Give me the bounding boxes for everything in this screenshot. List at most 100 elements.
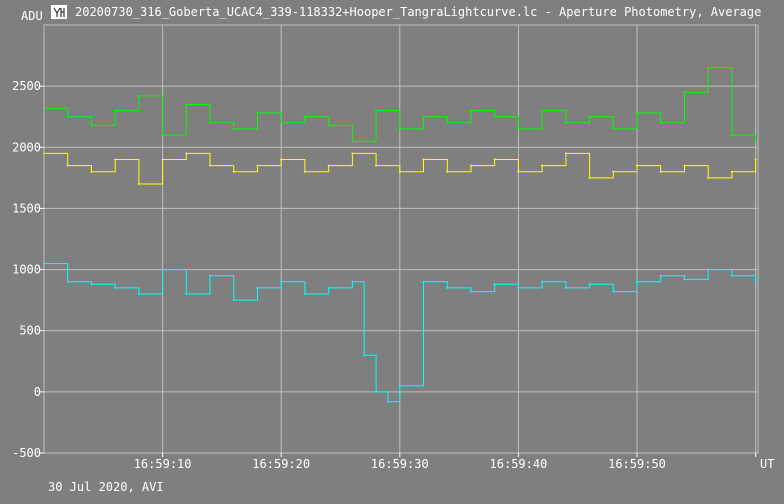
series-3-point bbox=[209, 274, 211, 277]
series-3-point bbox=[683, 278, 686, 281]
series-3-point bbox=[66, 280, 69, 283]
x-axis-label: UT bbox=[760, 457, 774, 471]
series-1-point bbox=[707, 66, 710, 69]
series-3-point bbox=[351, 280, 354, 283]
series-1-point bbox=[683, 91, 686, 94]
series-2-point bbox=[446, 170, 449, 173]
date-label: 30 Jul 2020, AVI bbox=[48, 480, 164, 494]
series-2-point bbox=[161, 158, 164, 161]
series-3-point bbox=[517, 286, 520, 289]
series-3-point bbox=[493, 283, 496, 286]
series-2-point bbox=[541, 164, 544, 167]
series-1-point bbox=[351, 140, 354, 143]
series-3-point bbox=[327, 286, 330, 289]
y-tick-label: 1500 bbox=[12, 201, 41, 215]
series-3-point bbox=[256, 286, 259, 289]
series-3-point bbox=[636, 280, 638, 283]
series-1-point bbox=[588, 115, 591, 118]
series-3-point bbox=[90, 283, 93, 286]
series-3-point bbox=[398, 384, 401, 387]
series-2-point bbox=[422, 158, 425, 161]
series-1-point bbox=[493, 115, 496, 118]
series-2-point bbox=[66, 164, 69, 167]
x-axis-ticks: 16:59:10 16:59:20 16:59:30 16:59:40 16:59:50 bbox=[134, 453, 757, 471]
window-title: 20200730_316_Goberta_UCAC4_339-118332+Ho… bbox=[75, 5, 761, 19]
series-1-point bbox=[90, 124, 93, 127]
series-3-point bbox=[375, 390, 378, 393]
series-1-point bbox=[209, 121, 211, 124]
series-1-point bbox=[137, 94, 140, 97]
series-3-point bbox=[114, 286, 117, 289]
series-1-point bbox=[422, 115, 425, 118]
series-2-point bbox=[470, 164, 472, 167]
x-tick-label: 16:59:30 bbox=[371, 457, 429, 471]
series-2-point bbox=[564, 152, 567, 155]
y-tick-label: -500 bbox=[12, 446, 41, 460]
plot-frame bbox=[43, 24, 759, 454]
series-3-point bbox=[564, 286, 567, 289]
series-2-point bbox=[351, 152, 354, 155]
series-3-point bbox=[730, 274, 733, 277]
series-2-point bbox=[707, 176, 710, 179]
series-1-point bbox=[185, 103, 188, 106]
series-3-point bbox=[303, 293, 306, 295]
series-2-point bbox=[185, 152, 188, 155]
series-3-point bbox=[541, 280, 544, 283]
series-1-point bbox=[303, 115, 306, 118]
series-2-point bbox=[659, 170, 662, 173]
series-2-point bbox=[209, 164, 211, 167]
series-1-point bbox=[256, 112, 259, 114]
series-1-point bbox=[541, 109, 544, 112]
y-tick-label: 2000 bbox=[12, 140, 41, 154]
series-1-point bbox=[161, 134, 164, 137]
chart-grid bbox=[44, 25, 758, 454]
app-icon bbox=[51, 5, 67, 19]
series-2-point bbox=[398, 170, 401, 173]
series-3-point bbox=[137, 293, 140, 295]
series-3-point bbox=[754, 280, 757, 283]
series-2-point bbox=[636, 164, 638, 167]
series-1-point bbox=[398, 127, 401, 130]
series-3-point bbox=[612, 290, 615, 293]
y-tick-label: 0 bbox=[34, 385, 41, 399]
y-axis-ticks: -500 0 500 1000 1500 2000 2500 bbox=[12, 79, 44, 460]
series-2-point bbox=[232, 170, 235, 173]
chart-series bbox=[43, 66, 757, 403]
y-tick-label: 500 bbox=[19, 324, 41, 338]
series-2-point bbox=[683, 164, 686, 167]
series-1-point bbox=[66, 115, 69, 118]
series-3-point bbox=[363, 354, 366, 357]
series-2-point bbox=[114, 158, 117, 161]
series-1-point bbox=[327, 124, 330, 127]
y-axis-label: ADU bbox=[21, 9, 43, 23]
series-1-point bbox=[564, 121, 567, 124]
series-1-point bbox=[446, 121, 449, 124]
series-2-point bbox=[256, 164, 259, 167]
series-2-point bbox=[517, 170, 520, 173]
x-tick-label: 16:59:20 bbox=[252, 457, 310, 471]
y-tick-label: 2500 bbox=[12, 79, 41, 93]
series-2-point bbox=[303, 170, 306, 173]
series-1-point bbox=[114, 109, 117, 112]
series-3-point bbox=[161, 268, 164, 271]
series-1-point bbox=[754, 140, 757, 143]
series-2-point bbox=[280, 158, 283, 161]
series-3-point bbox=[470, 290, 472, 293]
series-3-point bbox=[707, 268, 710, 271]
series-3-point bbox=[659, 274, 662, 277]
series-1-point bbox=[232, 127, 235, 130]
series-2-point bbox=[754, 158, 757, 161]
y-tick-label: 1000 bbox=[12, 263, 41, 277]
series-3-point bbox=[232, 299, 235, 302]
series-3-point bbox=[185, 293, 188, 295]
series-1-point bbox=[659, 121, 662, 124]
series-1-point bbox=[517, 127, 520, 130]
x-tick-label: 16:59:50 bbox=[608, 457, 666, 471]
series-2-point bbox=[137, 183, 140, 185]
x-tick-label: 16:59:10 bbox=[134, 457, 192, 471]
series-1-point bbox=[730, 134, 733, 137]
x-tick-label: 16:59:40 bbox=[490, 457, 548, 471]
series-3-point bbox=[588, 283, 591, 286]
